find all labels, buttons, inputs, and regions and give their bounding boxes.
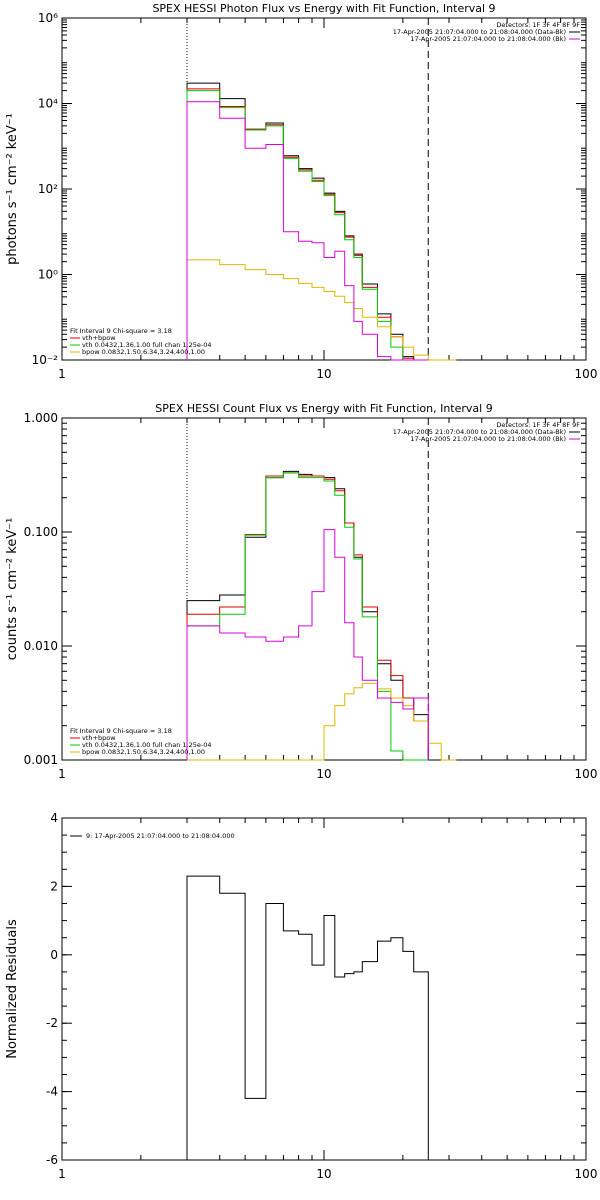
y-tick-label: -6 (46, 1153, 58, 1167)
y-axis-label: photons s⁻¹ cm⁻² keV⁻¹ (5, 113, 20, 265)
legend-bottom-left-text: bpow 0.0832,1.50,6.34,3.24,400,1.00 (82, 348, 205, 356)
chart-title: SPEX HESSI Count Flux vs Energy with Fit… (155, 402, 492, 415)
legend-bottom-left-text: bpow 0.0832,1.50,6.34,3.24,400,1.00 (82, 748, 205, 756)
y-tick-label: -4 (46, 1085, 58, 1099)
x-tick-label: 1 (58, 767, 66, 781)
y-tick-label: 10⁻² (32, 353, 59, 367)
legend-top-right-text: 17-Apr-2005 21:07:04.000 to 21:08:04.000… (410, 35, 566, 43)
series-bpow (186, 259, 457, 361)
y-axis-label: Normalized Residuals (5, 919, 20, 1059)
y-tick-label: 1.000 (24, 411, 58, 425)
legend-top-right-text: 17-Apr-2005 21:07:04.000 to 21:08:04.000… (410, 435, 566, 443)
legend-bottom-left-text: Fit Interval 9 Chi-square = 3.18 (70, 327, 172, 335)
series-vth (186, 90, 429, 361)
legend-top-left-text: 9: 17-Apr-2005 21:07:04.000 to 21:08:04.… (86, 832, 235, 840)
x-tick-label: 100 (575, 767, 598, 781)
x-tick-label: 100 (575, 367, 598, 381)
y-tick-label: 10⁶ (38, 11, 58, 25)
legend-bottom-left-text: vth+bpow (82, 334, 116, 342)
chart-panel-3: 1 10 100 -6 -4 -2 0 2 4 Normalized Residuals 9: 17… (5, 811, 597, 1181)
series-vth-bpow (186, 472, 429, 760)
series-vth-bpow (186, 88, 429, 361)
y-axis-label: counts s⁻¹ cm⁻² keV⁻¹ (5, 518, 20, 661)
x-tick-label: 1 (58, 1167, 66, 1181)
chart-title: SPEX HESSI Photon Flux vs Energy with Fi… (152, 2, 495, 15)
series-bk (186, 529, 429, 760)
series-residuals (186, 875, 429, 1160)
y-tick-label: 0.010 (24, 639, 58, 653)
chart-panel-1: SPEX HESSI Photon Flux vs Energy with Fi… (5, 2, 597, 381)
x-tick-label: 100 (575, 1167, 598, 1181)
series-data-bk (186, 82, 429, 361)
chart-panel-2: SPEX HESSI Count Flux vs Energy with Fit… (5, 402, 597, 781)
series-vth (186, 472, 429, 761)
legend-top-right-text: Detectors: 1F 3F 4F 8F 9F (496, 421, 580, 429)
legend-top-right-text: Detectors: 1F 3F 4F 8F 9F (496, 21, 580, 29)
y-tick-label: 10⁴ (38, 97, 58, 111)
y-tick-label: 4 (50, 811, 58, 825)
plot-frame (61, 817, 587, 1161)
legend-top-right-text: 17-Apr-2005 21:07:04.000 to 21:08:04.000… (393, 428, 566, 436)
x-tick-label: 1 (58, 367, 66, 381)
y-tick-label: 2 (50, 879, 58, 893)
legend-bottom-left-text: Fit Interval 9 Chi-square = 3.18 (70, 727, 172, 735)
legend-bottom-left-text: vth+bpow (82, 734, 116, 742)
y-tick-label: 0.001 (24, 753, 58, 767)
series-bpow (187, 682, 457, 761)
x-tick-label: 10 (316, 367, 331, 381)
x-tick-label: 10 (316, 1167, 331, 1181)
series-data-bk (186, 470, 429, 760)
y-tick-label: 0 (50, 948, 58, 962)
series-bk (186, 101, 429, 361)
legend-bottom-left-text: vth 0.0432,1.36,1.00 full chan 1.25e-04 (82, 341, 212, 349)
y-tick-label: 10⁰ (38, 268, 58, 282)
legend-bottom-left-text: vth 0.0432,1.36,1.00 full chan 1.25e-04 (82, 741, 212, 749)
legend-top-right-text: 17-Apr-2005 21:07:04.000 to 21:08:04.000… (393, 28, 566, 36)
x-tick-label: 10 (316, 767, 331, 781)
y-tick-label: 0.100 (24, 525, 58, 539)
y-tick-label: 10² (38, 182, 58, 196)
y-tick-label: -2 (46, 1016, 58, 1030)
